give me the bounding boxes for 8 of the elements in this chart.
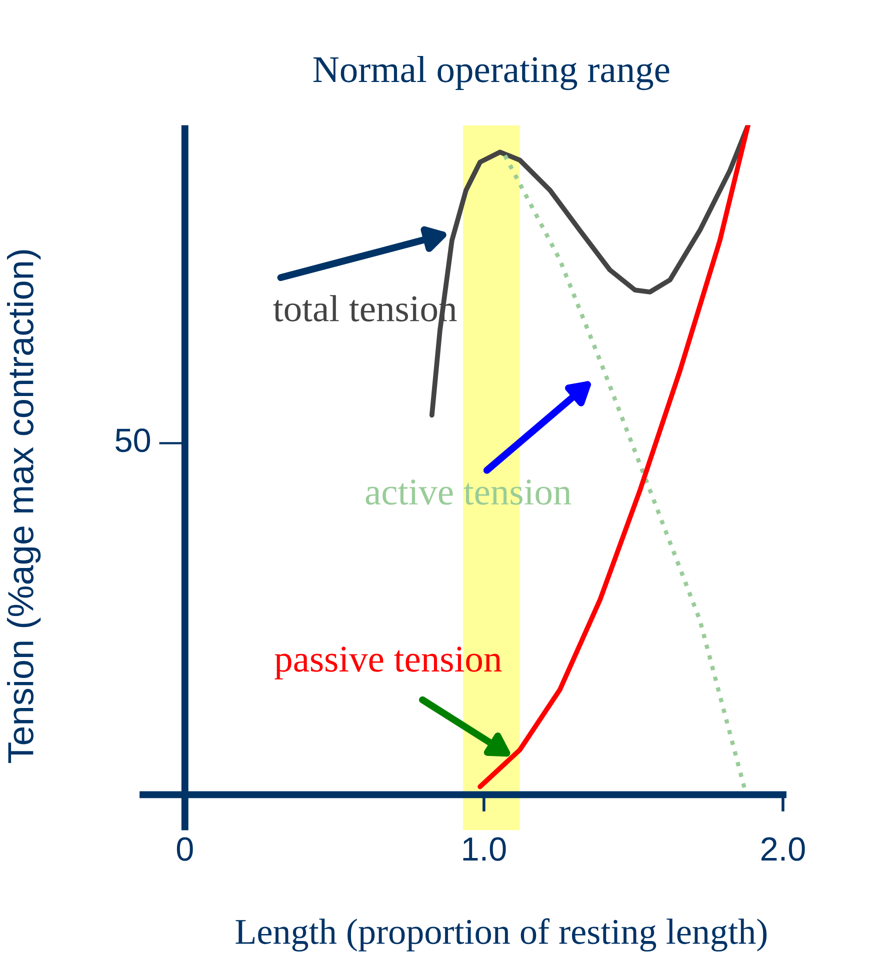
y-axis-title: Tension (%age max contraction) xyxy=(6,250,41,764)
x-tick-label: 0 xyxy=(176,837,193,861)
series-label: passive tension xyxy=(274,646,502,680)
band-label: Normal operating range xyxy=(313,56,670,90)
x-tick-label: 2.0 xyxy=(761,837,805,861)
x-axis-title: Length (proportion of resting length) xyxy=(236,918,767,952)
annotation: 50 xyxy=(116,428,150,452)
x-tick-label: 1.0 xyxy=(463,837,506,861)
